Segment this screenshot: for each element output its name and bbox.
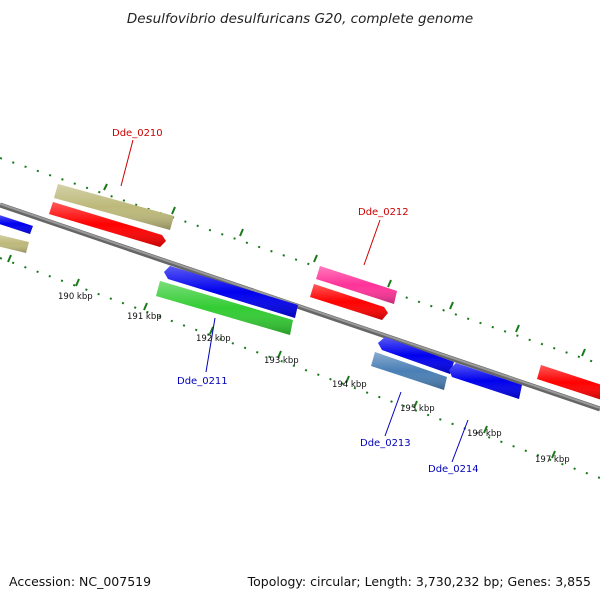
gene-label-dde-0214[interactable]: Dde_0214: [428, 464, 479, 475]
tick-label-192: 192 kbp: [196, 334, 231, 344]
gene-feature-khaki-left[interactable]: [0, 234, 29, 253]
gene-feature-dde-0210[interactable]: [54, 184, 174, 230]
gene-feature-forward-red-3[interactable]: [537, 365, 600, 400]
accession-text: Accession: NC_007519: [9, 574, 151, 589]
tick-label-194: 194 kbp: [332, 380, 367, 390]
gene-feature-reverse-blue-2[interactable]: [378, 337, 454, 374]
map-title: Desulfovibrio desulfuricans G20, complet…: [127, 11, 473, 27]
gene-features: [0, 184, 600, 400]
tick-label-190: 190 kbp: [58, 292, 93, 302]
tick-labels: 190 kbp 191 kbp 192 kbp 193 kbp 194 kbp …: [58, 292, 570, 465]
tick-label-197: 197 kbp: [535, 455, 570, 465]
gene-feature-dde-0212[interactable]: [316, 266, 397, 304]
gene-labels: Dde_0210 Dde_0211 Dde_0212 Dde_0213 Dde_…: [112, 128, 479, 475]
gene-label-dde-0213[interactable]: Dde_0213: [360, 438, 411, 449]
tick-label-193: 193 kbp: [264, 356, 299, 366]
inner-tick-track: [0, 257, 600, 479]
genome-summary-text: Topology: circular; Length: 3,730,232 bp…: [247, 574, 591, 589]
gene-feature-forward-red-2[interactable]: [310, 284, 388, 320]
gene-feature-dde-0211[interactable]: [156, 281, 293, 335]
gene-feature-dde-0213[interactable]: [371, 352, 447, 390]
tick-label-196: 196 kbp: [467, 429, 502, 439]
gene-label-dde-0211[interactable]: Dde_0211: [177, 376, 228, 387]
tick-label-191: 191 kbp: [127, 312, 162, 322]
outer-tick-track: [0, 157, 600, 365]
gene-label-dde-0212[interactable]: Dde_0212: [358, 207, 409, 218]
gene-feature-reverse-left[interactable]: [0, 214, 33, 234]
genome-backbone: [0, 202, 600, 412]
tick-label-195: 195 kbp: [400, 404, 435, 414]
gene-feature-reverse-blue-1[interactable]: [164, 266, 298, 318]
gene-label-dde-0210[interactable]: Dde_0210: [112, 128, 163, 139]
major-ticks: [7, 183, 586, 459]
gene-feature-forward-red-1[interactable]: [49, 202, 166, 247]
gene-leader-lines: [120, 139, 469, 463]
gene-feature-dde-0214[interactable]: [449, 363, 522, 399]
